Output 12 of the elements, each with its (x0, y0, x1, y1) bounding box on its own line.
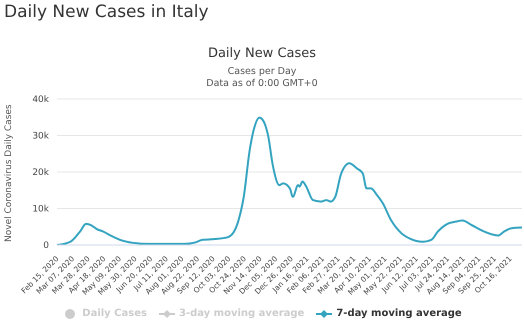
legend-label: 7-day moving average (336, 308, 462, 319)
y-tick-label: 40k (32, 95, 50, 106)
y-tick-label: 0 (43, 241, 50, 252)
text: Cases per Day (226, 66, 298, 77)
line-series (57, 116, 522, 245)
chart-title: Daily New Cases in Italy (4, 2, 209, 22)
y-tick-label: 20k (32, 168, 50, 178)
y-axis-title: Novel Coronavirus Daily Cases (4, 104, 14, 242)
y-tick-label: 10k (32, 204, 50, 215)
text: Data as of 0:00 GMT+0 (205, 78, 319, 89)
chart-subtitle: Daily New Cases (206, 46, 318, 61)
y-tick-label: 30k (32, 132, 50, 142)
